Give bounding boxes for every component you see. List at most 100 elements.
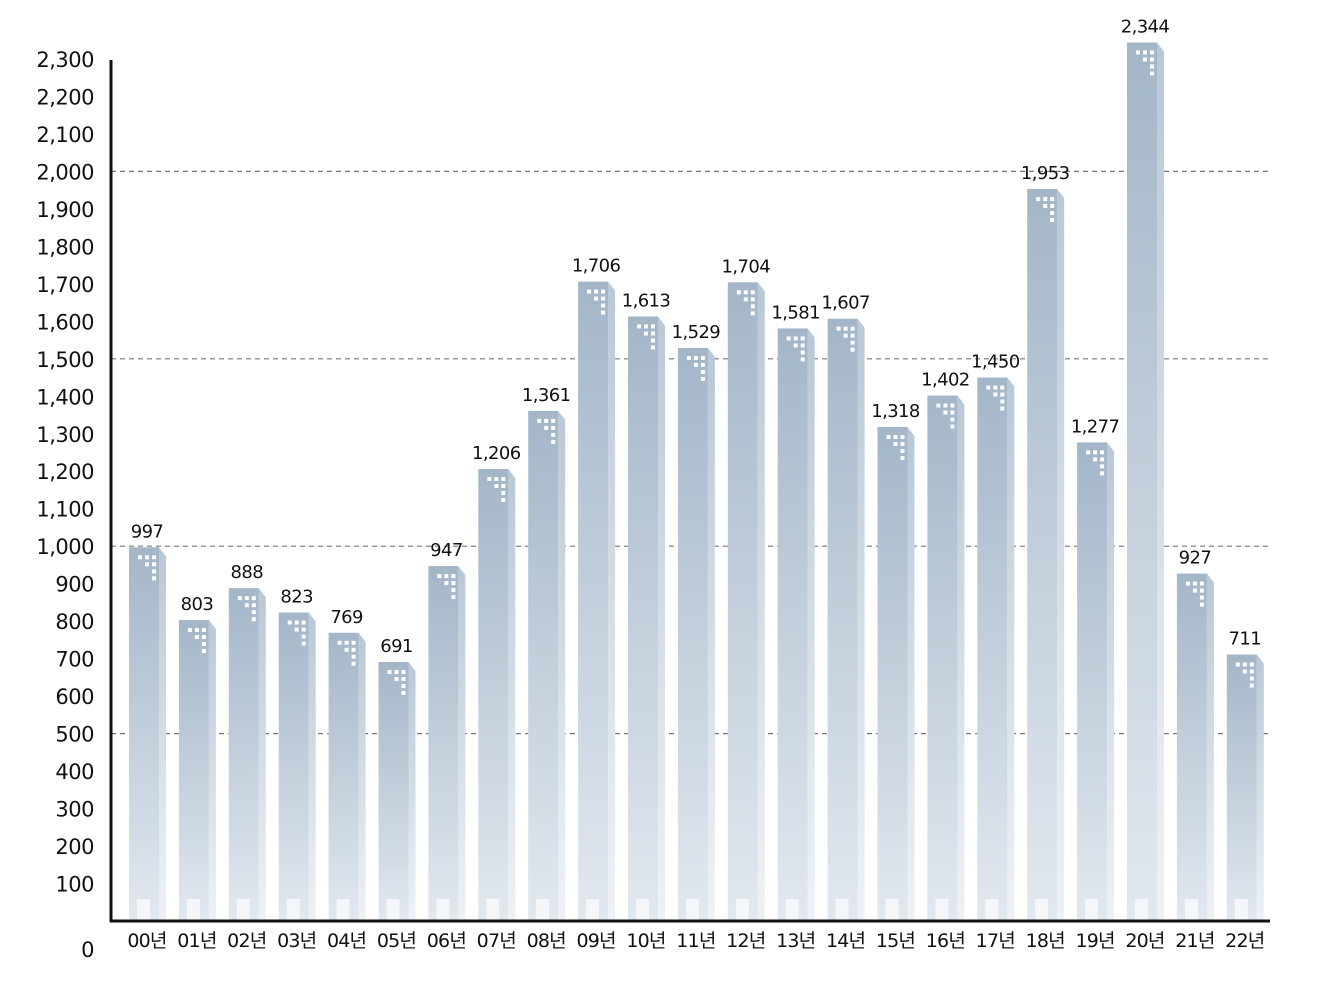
window-square — [843, 326, 848, 331]
data-label-06년: 947 — [430, 540, 463, 561]
window-square — [544, 425, 549, 430]
window-square — [1199, 595, 1204, 600]
window-square — [1000, 406, 1005, 411]
bar-side — [408, 662, 416, 921]
window-square — [551, 432, 556, 437]
bar-side — [458, 566, 466, 921]
bar-face — [278, 612, 309, 921]
data-label-18년: 1,953 — [1021, 163, 1070, 184]
category-label-07년: 07년 — [477, 930, 516, 952]
window-square — [950, 424, 955, 429]
window-square — [451, 574, 456, 579]
window-square — [743, 297, 748, 302]
window-square — [351, 661, 356, 666]
bar-18년 — [1027, 189, 1065, 921]
window-square — [251, 610, 256, 615]
building-windows — [487, 476, 506, 502]
window-square — [693, 355, 698, 360]
building-windows — [537, 418, 556, 444]
window-square — [943, 410, 948, 415]
window-square — [337, 640, 342, 645]
window-square — [187, 628, 192, 633]
window-square — [886, 435, 891, 440]
window-square — [1199, 602, 1204, 607]
category-label-02년: 02년 — [227, 930, 266, 952]
category-label-16년: 16년 — [926, 930, 965, 952]
window-square — [850, 326, 855, 331]
building-windows — [437, 574, 456, 600]
window-square — [301, 641, 306, 646]
building-door — [236, 899, 250, 921]
window-square — [1192, 581, 1197, 586]
building-windows — [936, 403, 955, 429]
category-label-14년: 14년 — [826, 930, 865, 952]
window-square — [145, 555, 149, 560]
window-square — [594, 296, 599, 301]
bar-side — [707, 347, 715, 921]
window-square — [244, 603, 249, 608]
window-square — [351, 647, 356, 652]
data-label-14년: 1,607 — [821, 293, 870, 314]
data-label-11년: 1,529 — [672, 322, 721, 343]
bar-08년 — [528, 410, 566, 921]
window-square — [900, 456, 905, 461]
window-square — [936, 403, 941, 408]
y-tick-label-1800: 1,800 — [36, 235, 94, 259]
window-square — [1086, 450, 1091, 455]
window-square — [1235, 662, 1240, 667]
window-square — [251, 603, 256, 608]
bar-face — [228, 588, 259, 921]
window-square — [551, 418, 556, 423]
bar-07년 — [478, 468, 516, 921]
window-square — [651, 324, 655, 329]
category-label-04년: 04년 — [327, 930, 366, 952]
window-square — [152, 569, 156, 574]
category-label-09년: 09년 — [576, 930, 615, 952]
y-tick-label-1200: 1,200 — [36, 460, 94, 484]
window-square — [437, 574, 442, 579]
y-tick-label-1900: 1,900 — [36, 198, 94, 222]
window-square — [444, 581, 449, 586]
y-tick-label-700: 700 — [55, 648, 94, 672]
window-square — [1150, 57, 1154, 62]
bar-12년 — [727, 282, 765, 921]
window-square — [786, 336, 791, 341]
bar-10년 — [628, 316, 665, 921]
window-square — [900, 435, 905, 440]
window-square — [587, 289, 592, 294]
window-square — [287, 620, 292, 625]
building-door — [685, 899, 699, 921]
window-square — [950, 410, 955, 415]
bar-face — [777, 328, 808, 922]
category-label-19년: 19년 — [1075, 930, 1114, 952]
bar-face — [328, 632, 359, 921]
bar-side — [1007, 377, 1015, 921]
y-tick-label-1700: 1,700 — [36, 273, 94, 297]
window-square — [551, 439, 556, 444]
window-square — [451, 588, 456, 593]
data-label-21년: 927 — [1179, 548, 1212, 569]
window-square — [444, 574, 449, 579]
category-label-06년: 06년 — [427, 930, 466, 952]
bar-face — [927, 395, 958, 921]
window-square — [1043, 204, 1048, 209]
y-tick-label-200: 200 — [55, 835, 94, 859]
bar-17년 — [977, 377, 1015, 921]
building-door — [336, 899, 350, 921]
data-label-17년: 1,450 — [971, 352, 1020, 373]
window-square — [637, 324, 641, 329]
data-labels: 997 803 888 823 769 691 947 1,206 1,361 1,7061,61… — [131, 16, 1262, 657]
data-label-20년: 2,344 — [1121, 16, 1170, 37]
window-square — [537, 418, 542, 423]
building-windows — [637, 324, 655, 350]
window-square — [494, 483, 499, 488]
y-tick-labels: 0 100 200 300 400 500 600 700 800 900 1,000 1,100 1,… — [36, 48, 94, 962]
window-square — [401, 691, 406, 696]
window-square — [145, 562, 149, 567]
bar-14년 — [827, 318, 865, 921]
window-square — [893, 442, 898, 447]
window-square — [993, 392, 998, 397]
category-label-22년: 22년 — [1225, 930, 1264, 952]
window-square — [1100, 450, 1105, 455]
building-windows — [287, 620, 306, 646]
